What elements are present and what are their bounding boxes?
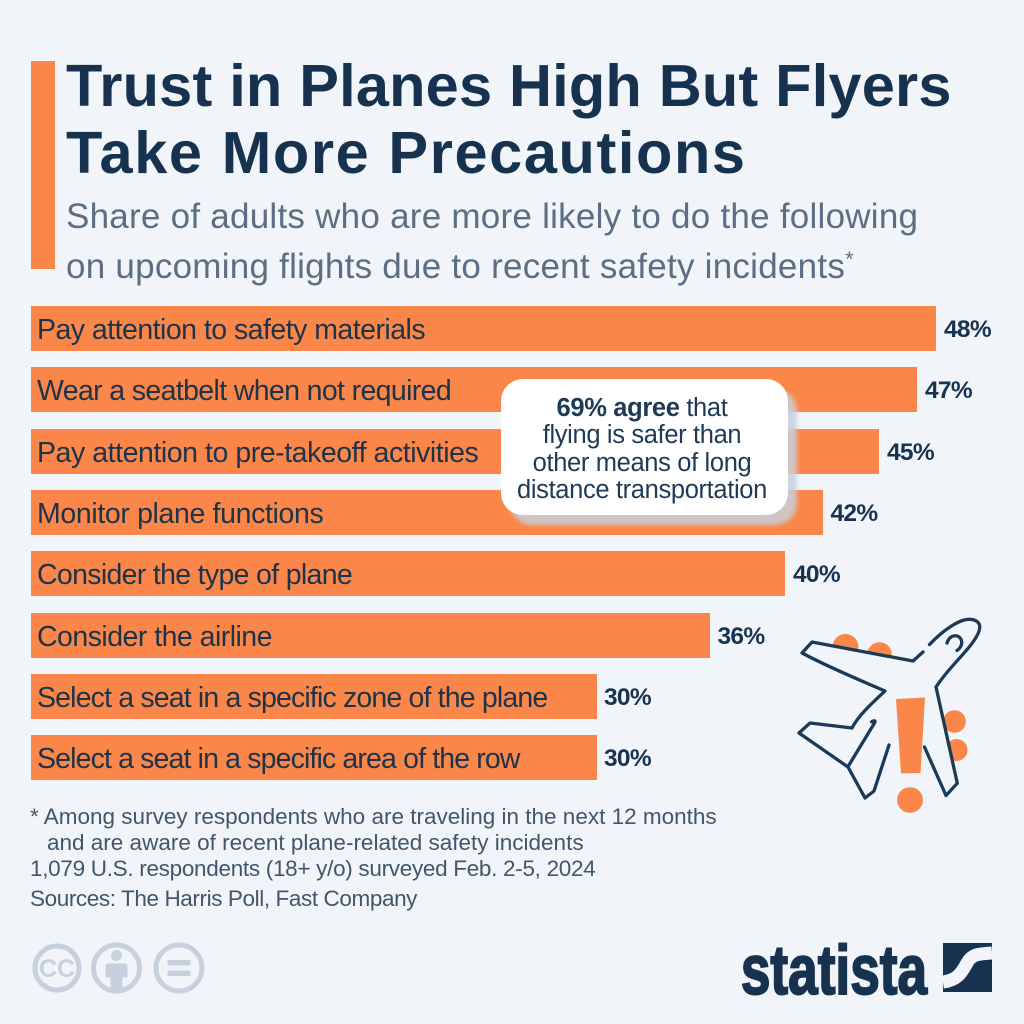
svg-text:CC: CC xyxy=(39,955,75,983)
